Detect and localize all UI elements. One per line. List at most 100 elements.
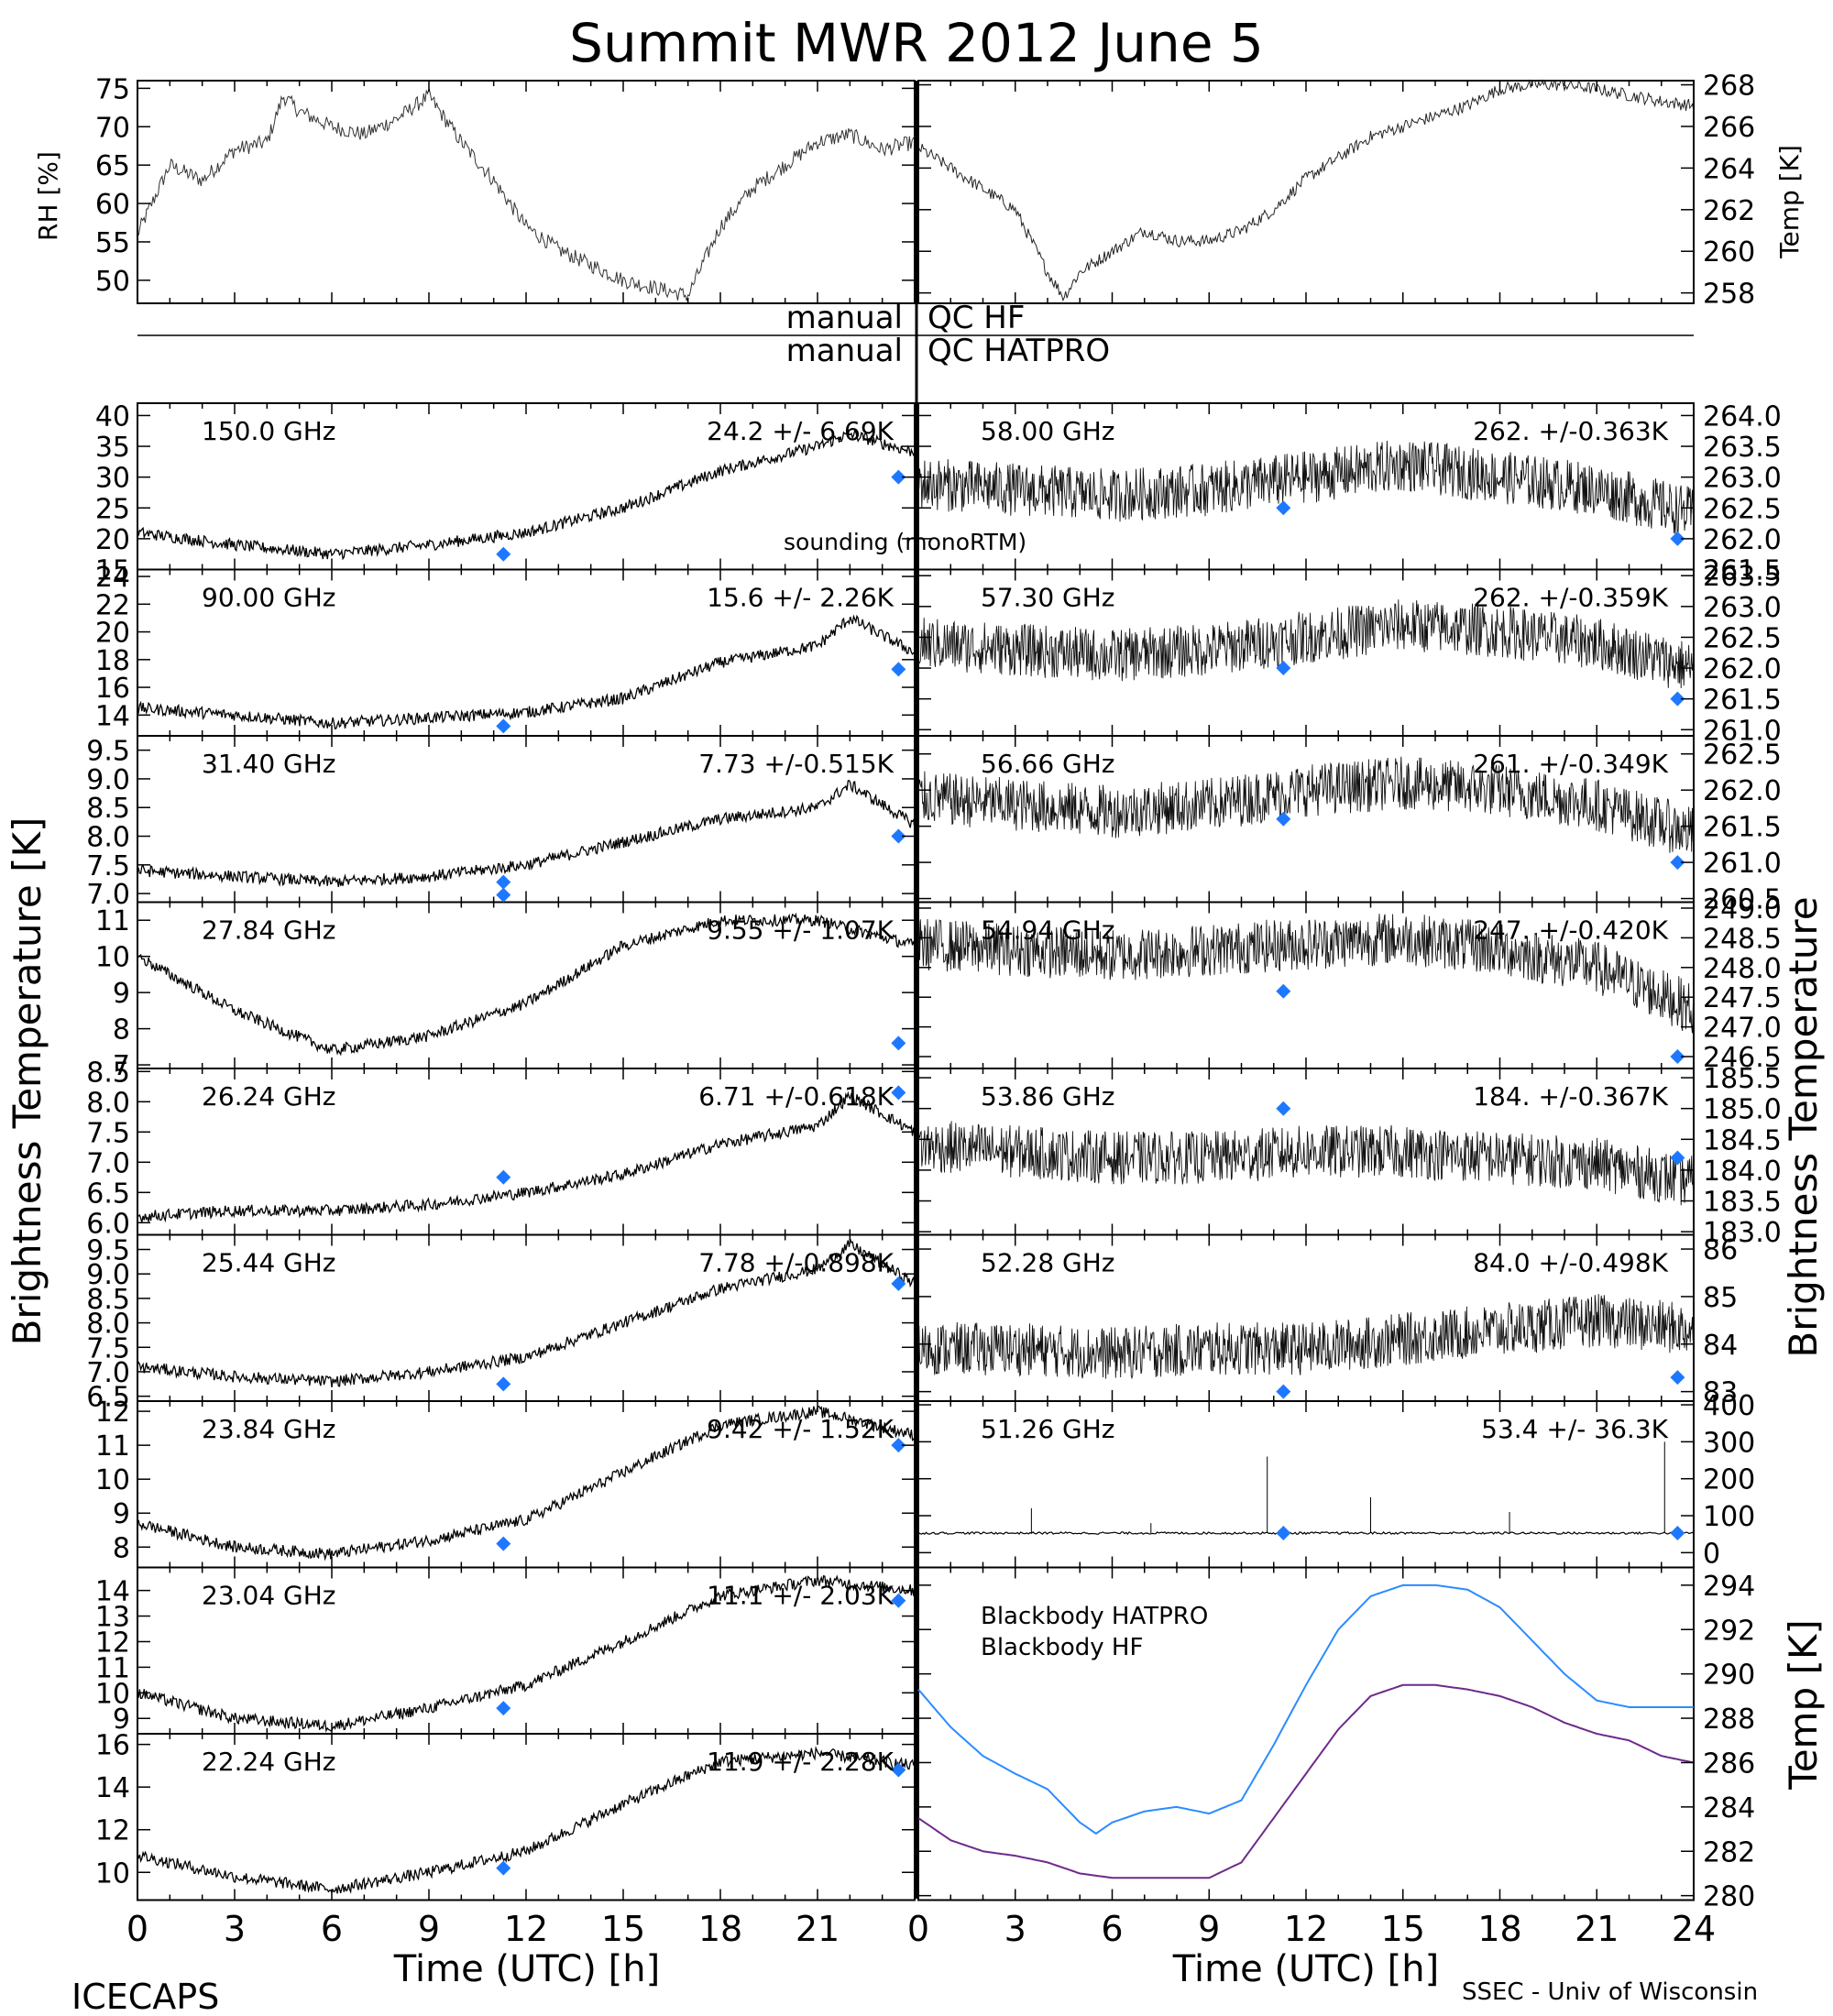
x-tick-label: 3 [1004,1909,1026,1949]
channel-stat-31.40: 7.73 +/-0.515K [698,749,894,779]
channel-25.44-ytick-label: 7.5 [86,1332,130,1364]
channel-23.84-ytick-label: 12 [95,1397,130,1429]
channel-stat-53.86: 184. +/-0.367K [1473,1081,1668,1112]
x-tick-label: 15 [1381,1909,1425,1949]
channel-stat-56.66: 261. +/-0.349K [1473,749,1668,779]
temp-ytick-label: 262 [1703,195,1755,227]
channel-stat-22.24: 11.9 +/- 2.28K [707,1747,894,1777]
sounding-point [496,1860,511,1876]
rh-panel: RH [%] [33,80,916,304]
sounding-point [1670,531,1685,546]
x-tick-label: 24 [1672,1909,1716,1949]
channel-51.26-ytick-label: 100 [1703,1501,1755,1533]
channel-150.0-ytick-label: 30 [95,463,130,495]
blackbody-legend: Blackbody HATPRO Blackbody HF Temp [K] [981,1603,1826,1791]
qc-hatpro-left: manual [786,333,903,369]
channel-label-54.94: 54.94 GHz [981,915,1115,946]
sounding-point [891,1035,906,1051]
series-22.24 [137,1746,916,1894]
blackbody-ytick-label: 284 [1703,1792,1755,1824]
channel-label-22.24: 22.24 GHz [202,1747,336,1777]
channel-label-31.40: 31.40 GHz [202,749,336,779]
channel-stat-51.26: 53.4 +/- 36.3K [1481,1414,1668,1444]
sounding-point [496,1169,511,1185]
labels-layer: 5055606570752582602622642662681520253035… [86,71,1782,1913]
channel-27.84-ytick-label: 10 [95,942,130,974]
sounding-point [891,662,906,677]
channel-23.84-ytick-label: 8 [113,1532,130,1564]
channel-25.44-ytick-label: 7.0 [86,1357,130,1389]
channel-stat-57.30: 262. +/-0.359K [1473,583,1668,613]
series-53.86 [917,1121,1695,1208]
channel-23.04-ytick-label: 9 [113,1704,130,1736]
series-56.66 [917,756,1695,853]
channel-51.26-ytick-label: 300 [1703,1427,1755,1459]
series-51.26 [917,1530,1695,1536]
series-layer [137,79,1695,1894]
channel-25.44-ytick-label: 8.5 [86,1284,130,1316]
rh-axis-label: RH [%] [33,151,63,241]
channel-52.28-ytick-label: 86 [1703,1234,1738,1266]
sounding-point [1276,661,1291,676]
channel-26.24-ytick-label: 6.5 [86,1178,130,1210]
sounding-point [496,546,511,562]
channel-label-23.04: 23.04 GHz [202,1581,336,1611]
sounding-point [891,1762,906,1778]
x-tick-label: 6 [1101,1909,1123,1949]
series-27.84 [137,912,916,1057]
channel-53.86-ytick-label: 183.5 [1703,1187,1782,1219]
sounding-point [891,1593,906,1608]
rh-panel-frame [137,80,916,304]
channel-90.00-ytick-label: 22 [95,589,130,621]
temp-panel-frame [917,80,1695,304]
blackbody-series-1 [917,1683,1695,1879]
channel-56.66-ytick-label: 261.0 [1703,848,1782,880]
x-tick-label: 6 [321,1909,343,1949]
channel-150.0-ytick-label: 40 [95,400,130,433]
channel-label-23.84: 23.84 GHz [202,1414,336,1444]
channel-26.24-ytick-label: 7.0 [86,1147,130,1179]
channel-label-27.84: 27.84 GHz [202,915,336,946]
blackbody-ytick-label: 280 [1703,1881,1755,1913]
channel-57.30-ytick-label: 261.0 [1703,715,1782,747]
channel-label-58.00: 58.00 GHz [981,416,1115,446]
rh-ytick-label: 50 [95,266,130,298]
channel-stat-23.84: 9.42 +/- 1.52K [707,1414,894,1444]
channel-label-52.28: 52.28 GHz [981,1248,1115,1278]
channel-57.30-ytick-label: 262.0 [1703,653,1782,685]
channel-26.24-ytick-label: 7.5 [86,1117,130,1149]
channel-31.40-ytick-label: 8.0 [86,822,130,854]
sounding-point [1276,811,1291,827]
channel-stat-52.28: 84.0 +/-0.498K [1473,1248,1668,1278]
sounding-point [496,887,511,903]
channel-58.00-ytick-label: 262.5 [1703,493,1782,525]
temp-ytick-label: 258 [1703,279,1755,311]
channel-54.94-ytick-label: 247.0 [1703,1013,1782,1045]
channel-stat-90.00: 15.6 +/- 2.26K [707,583,894,613]
channel-52.28-ytick-label: 83 [1703,1377,1738,1409]
channel-53.86-ytick-label: 184.0 [1703,1156,1782,1188]
channel-26.24-ytick-label: 8.5 [86,1057,130,1089]
footer-right: SSEC - Univ of Wisconsin [1462,1978,1758,2006]
x-tick-label: 15 [601,1909,645,1949]
channel-57.30-ytick-label: 263.0 [1703,592,1782,624]
series-52.28 [917,1294,1695,1380]
channel-26.24-ytick-label: 8.0 [86,1087,130,1119]
footer-left: ICECAPS [71,1977,219,2016]
channel-56.66-ytick-label: 262.0 [1703,775,1782,807]
channel-23.84-ytick-label: 11 [95,1430,130,1463]
sounding-point [496,874,511,890]
sounding-point [1670,1049,1685,1065]
channel-22.24-ytick-label: 14 [95,1772,130,1804]
blackbody-ytick-label: 288 [1703,1704,1755,1736]
channel-54.94-ytick-label: 247.5 [1703,982,1782,1014]
x-tick-label: 21 [796,1909,840,1949]
channel-23.04-ytick-label: 13 [95,1602,130,1634]
channel-31.40-ytick-label: 7.0 [86,879,130,911]
channel-56.66-ytick-label: 262.5 [1703,740,1782,772]
ticks-layer [137,81,1694,1901]
legend-blackbody-hf: Blackbody HF [981,1634,1143,1661]
channel-label-26.24: 26.24 GHz [202,1081,336,1112]
channel-27.84-ytick-label: 11 [95,905,130,937]
